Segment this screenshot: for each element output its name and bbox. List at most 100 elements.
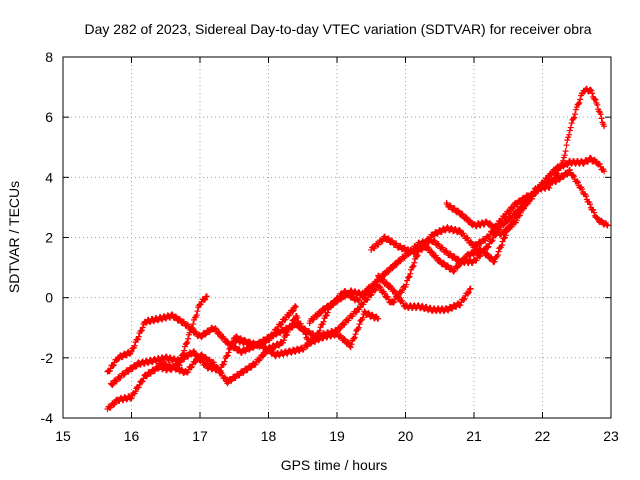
data-point — [246, 346, 253, 353]
x-tick-label: 22 — [535, 428, 551, 444]
data-point — [139, 324, 146, 331]
data-point — [597, 111, 604, 118]
data-point — [601, 168, 608, 175]
data-point — [370, 283, 377, 290]
data-point — [375, 315, 382, 322]
data-point — [457, 302, 464, 309]
data-point — [563, 142, 570, 149]
data-point — [351, 334, 358, 341]
data-point — [588, 87, 595, 94]
data-point — [536, 185, 543, 192]
data-point — [562, 148, 569, 155]
data-point — [567, 124, 574, 131]
data-point — [576, 99, 583, 106]
data-point — [190, 321, 197, 328]
data-point — [476, 253, 483, 260]
x-tick-label: 20 — [398, 428, 414, 444]
data-point — [524, 199, 531, 206]
data-point — [578, 186, 585, 193]
data-point — [228, 343, 235, 350]
data-point — [484, 250, 491, 257]
data-point — [285, 312, 292, 319]
data-point — [181, 347, 188, 354]
data-point — [213, 326, 220, 333]
data-point — [217, 369, 224, 376]
data-point — [368, 291, 375, 298]
data-point — [128, 348, 135, 355]
data-point — [400, 300, 407, 307]
data-point — [570, 173, 577, 180]
x-tick-label: 18 — [261, 428, 277, 444]
data-point — [147, 319, 154, 326]
data-point — [587, 86, 594, 93]
data-point — [290, 307, 297, 314]
data-point — [323, 312, 330, 319]
series-track-6 — [306, 154, 608, 327]
series-track-8 — [375, 272, 474, 315]
x-tick-label: 15 — [55, 428, 71, 444]
x-tick-label: 16 — [124, 428, 140, 444]
data-point — [488, 238, 495, 245]
data-point — [193, 312, 200, 319]
data-point — [521, 202, 528, 209]
data-point — [276, 352, 283, 359]
grid-lines — [63, 57, 611, 418]
y-axis-label: SDTVAR / TECUs — [6, 181, 22, 293]
data-point — [467, 238, 474, 245]
data-point — [383, 279, 390, 286]
data-point — [456, 226, 463, 233]
data-point — [571, 114, 578, 121]
y-tick-label: -4 — [41, 410, 54, 426]
y-tick-label: 2 — [45, 230, 53, 246]
data-point — [225, 349, 232, 356]
plot-area — [104, 85, 611, 412]
data-point — [334, 299, 340, 306]
data-point — [201, 297, 208, 304]
data-point — [192, 359, 199, 366]
data-point — [254, 342, 261, 349]
data-point — [572, 111, 579, 118]
data-point — [466, 252, 473, 259]
data-point — [139, 378, 146, 385]
y-tick-label: 0 — [45, 290, 53, 306]
data-point — [390, 299, 397, 306]
data-point — [520, 206, 527, 213]
data-point — [592, 96, 599, 103]
data-point — [461, 295, 468, 302]
data-point — [132, 388, 139, 395]
data-point — [577, 96, 584, 103]
data-point — [436, 257, 443, 264]
data-point — [256, 356, 263, 363]
data-point — [560, 157, 567, 164]
data-point — [410, 262, 417, 269]
data-point — [500, 221, 507, 228]
data-point — [135, 333, 142, 340]
data-point — [594, 101, 601, 108]
data-point — [424, 244, 431, 251]
data-point — [361, 308, 368, 315]
data-point — [604, 222, 611, 229]
data-point — [591, 209, 598, 216]
data-point — [587, 154, 594, 161]
data-point — [127, 395, 134, 402]
data-point — [202, 293, 209, 300]
data-point — [462, 214, 469, 221]
data-point — [110, 362, 117, 369]
data-point — [498, 242, 505, 249]
data-point — [178, 366, 185, 373]
data-point — [138, 327, 145, 334]
data-point — [570, 115, 577, 122]
data-point — [341, 335, 348, 342]
y-tick-label: 6 — [45, 109, 53, 125]
data-point — [425, 245, 432, 252]
data-point — [273, 331, 280, 338]
data-point — [317, 310, 324, 317]
data-point — [546, 184, 553, 191]
data-point — [489, 237, 496, 244]
chart-title: Day 282 of 2023, Sidereal Day-to-day VTE… — [84, 21, 591, 37]
data-point — [185, 335, 192, 342]
data-point — [348, 341, 355, 348]
data-point — [138, 327, 145, 334]
data-point — [513, 217, 520, 224]
